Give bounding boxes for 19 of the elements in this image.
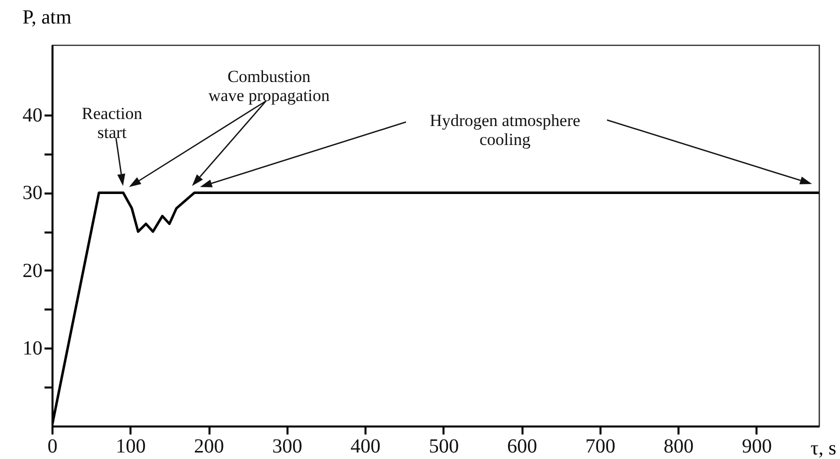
x-tick-label: 400: [350, 436, 381, 458]
annotation: Combustion wave propagation: [208, 67, 330, 105]
x-axis-title: τ, s: [810, 438, 837, 459]
x-tick-label: 700: [585, 436, 616, 458]
x-tick-label: 100: [116, 436, 146, 458]
x-tick-label: 0: [48, 436, 58, 458]
x-tick-label: 300: [272, 436, 302, 458]
x-tick-label: 500: [428, 436, 459, 458]
annotation: Reaction start: [82, 104, 143, 142]
y-tick-label: 30: [22, 182, 42, 204]
x-tick-label: 800: [664, 436, 694, 458]
y-tick-label: 10: [22, 338, 42, 360]
y-tick-label: 20: [22, 260, 42, 282]
x-tick-label: 900: [742, 436, 772, 458]
x-tick-label: 200: [194, 436, 224, 458]
y-axis-title: P, atm: [22, 6, 72, 28]
x-tick-label: 600: [507, 436, 538, 458]
y-tick-label: 40: [22, 104, 42, 126]
annotation: Hydrogen atmosphere cooling: [430, 111, 580, 149]
